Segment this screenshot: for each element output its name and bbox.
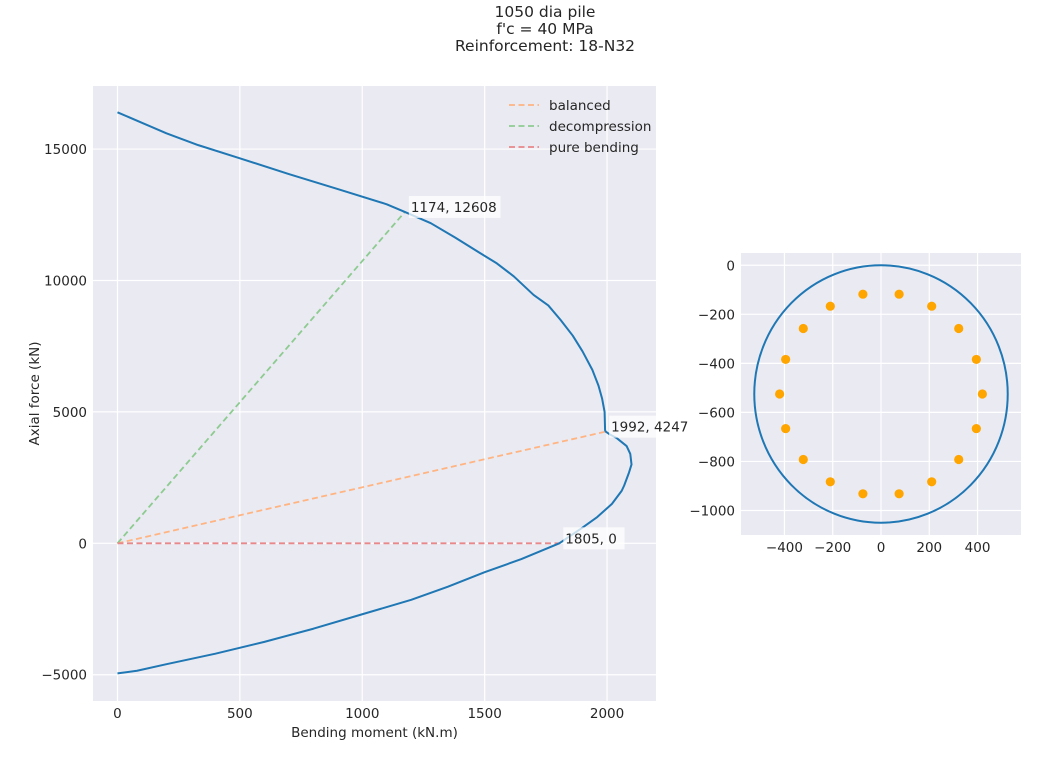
section-x-tick-label: −200: [814, 540, 851, 556]
reinforcement-bar-point: [798, 454, 808, 465]
reinforcement-bar-point: [927, 301, 937, 311]
title-line-2: f'c = 40 MPa: [496, 20, 594, 38]
reinforcement-bar-point: [858, 289, 868, 299]
y-axis-label: Axial force (kN): [27, 341, 43, 445]
x-axis-label: Bending moment (kN.m): [291, 725, 458, 741]
title-line-1: 1050 dia pile: [494, 3, 596, 21]
annotation-label: 1805, 0: [565, 531, 617, 547]
title-line-3: Reinforcement: 18-N32: [454, 37, 636, 55]
annotation-box: [609, 415, 694, 438]
section-y-tick-label: −800: [698, 454, 735, 470]
reinforcement-bar-point: [894, 489, 904, 499]
section-x-tick-label: 400: [965, 540, 991, 556]
reinforcement-bar-point: [825, 301, 835, 311]
y-tick-label: 15000: [44, 142, 87, 158]
x-tick-label: 500: [227, 706, 253, 722]
reinforcement-bar-point: [977, 389, 987, 399]
series-line-decompression: [116, 211, 406, 544]
section-y-tick-label: 0: [726, 258, 735, 274]
reinforcement-bar-point: [781, 354, 791, 365]
interaction-diagram: 0 500 1000 1500 2000 −5000 0 5000 10000 15000 Bend…: [27, 86, 694, 741]
x-tick-label: 1500: [467, 706, 501, 722]
reinforcement-bar-point: [954, 323, 964, 334]
y-tick-label: 5000: [53, 405, 87, 421]
annotation-box: [408, 195, 501, 218]
reinforcement-bar-point: [825, 477, 835, 487]
y-tick-label: −5000: [41, 668, 87, 684]
section-x-tick-label: 0: [877, 540, 886, 556]
legend-label: balanced: [549, 98, 611, 114]
annotation-label: 1174, 12608: [411, 200, 497, 216]
interaction-curve: [117, 111, 633, 675]
legend: balanced decompression pure bending: [509, 98, 651, 156]
pile-outline-circle: [753, 264, 1009, 524]
annotation-label: 1992, 4247: [611, 420, 688, 436]
series-line-balanced: [117, 430, 606, 545]
legend-label: pure bending: [549, 140, 639, 156]
reinforcement-bar-point: [781, 423, 791, 434]
section-x-tick-label: 200: [916, 540, 942, 556]
x-tick-label: 1000: [345, 706, 379, 722]
legend-label: decompression: [549, 119, 651, 135]
y-tick-label: 0: [78, 536, 87, 552]
section-y-tick-label: −1000: [689, 503, 735, 519]
reinforcement-bar-point: [894, 289, 904, 299]
chart-title: 1050 dia pile f'c = 40 MPa Reinforcement…: [360, 4, 730, 55]
reinforcement-bar-point: [798, 323, 808, 334]
pile-section-plot: −400 −200 0 200 400 0 −200 −400 −600 −800 −1000: [689, 253, 1021, 556]
reinforcement-bar-point: [858, 489, 868, 499]
section-y-tick-label: −200: [698, 307, 735, 323]
reinforcement-bar-point: [971, 423, 981, 434]
x-tick-label: 2000: [590, 706, 624, 722]
x-tick-label: 0: [113, 706, 122, 722]
plot-area: [93, 86, 656, 701]
reinforcement-bar-point: [927, 477, 937, 487]
y-tick-label: 10000: [44, 273, 87, 289]
reinforcement-bar-point: [954, 454, 964, 465]
section-y-tick-label: −600: [698, 405, 735, 421]
section-x-tick-label: −400: [766, 540, 803, 556]
reinforcement-bar-point: [775, 389, 785, 399]
annotation-box: [563, 527, 625, 550]
section-y-tick-label: −400: [698, 356, 735, 372]
reinforcement-bar-point: [971, 354, 981, 365]
